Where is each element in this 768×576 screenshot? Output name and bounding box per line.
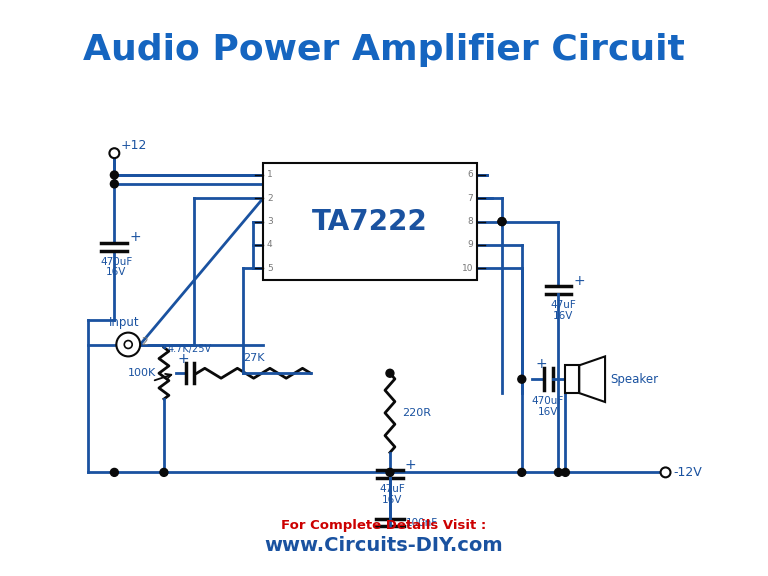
Text: Speaker: Speaker — [610, 373, 658, 386]
Text: 4: 4 — [267, 240, 273, 249]
Text: 47uF: 47uF — [551, 300, 576, 310]
Text: 16V: 16V — [106, 267, 127, 277]
Text: 8: 8 — [468, 217, 473, 226]
Text: 100nF: 100nF — [406, 518, 438, 528]
Text: Input: Input — [109, 316, 140, 329]
Text: TA7222: TA7222 — [313, 207, 428, 236]
Circle shape — [554, 468, 562, 476]
Circle shape — [116, 332, 140, 357]
Text: Audio Power Amplifier Circuit: Audio Power Amplifier Circuit — [83, 33, 685, 67]
Text: +: + — [178, 353, 190, 366]
Text: For Complete Details Visit :: For Complete Details Visit : — [281, 520, 487, 532]
Circle shape — [561, 468, 569, 476]
Text: 470uF: 470uF — [532, 396, 564, 406]
Circle shape — [109, 148, 119, 158]
Text: +: + — [129, 230, 141, 244]
Bar — [263, 163, 477, 280]
Circle shape — [124, 340, 132, 348]
Text: +12: +12 — [121, 139, 147, 151]
Circle shape — [386, 369, 394, 377]
Circle shape — [386, 468, 394, 476]
Text: 16V: 16V — [553, 310, 574, 321]
Text: 6: 6 — [468, 170, 473, 180]
Text: 2: 2 — [141, 336, 147, 347]
Text: 470uF: 470uF — [100, 257, 132, 267]
Text: +: + — [574, 274, 585, 288]
Circle shape — [518, 375, 526, 383]
Text: -12V: -12V — [674, 466, 702, 479]
Polygon shape — [579, 357, 605, 402]
Circle shape — [660, 468, 670, 478]
Circle shape — [498, 218, 506, 226]
Circle shape — [518, 468, 526, 476]
Text: 16V: 16V — [382, 495, 402, 505]
Circle shape — [111, 171, 118, 179]
Text: 2: 2 — [267, 194, 273, 203]
Text: 27K: 27K — [243, 354, 264, 363]
Text: 7: 7 — [468, 194, 473, 203]
Text: 10: 10 — [462, 264, 473, 272]
Text: 4.7K/25V: 4.7K/25V — [167, 344, 212, 354]
Bar — [565, 365, 579, 393]
Text: 9: 9 — [468, 240, 473, 249]
Circle shape — [498, 218, 506, 226]
Text: www.Circuits-DIY.com: www.Circuits-DIY.com — [265, 536, 503, 555]
Circle shape — [111, 468, 118, 476]
Circle shape — [111, 180, 118, 188]
Text: 3: 3 — [267, 217, 273, 226]
Text: +: + — [536, 357, 548, 372]
Text: 1: 1 — [267, 170, 273, 180]
Text: +: + — [405, 458, 416, 472]
Text: 5: 5 — [267, 264, 273, 272]
Circle shape — [160, 468, 168, 476]
Text: 100K: 100K — [127, 368, 156, 378]
Text: 47uF: 47uF — [379, 484, 405, 494]
Text: 220R: 220R — [402, 408, 431, 418]
Text: 16V: 16V — [538, 407, 558, 417]
